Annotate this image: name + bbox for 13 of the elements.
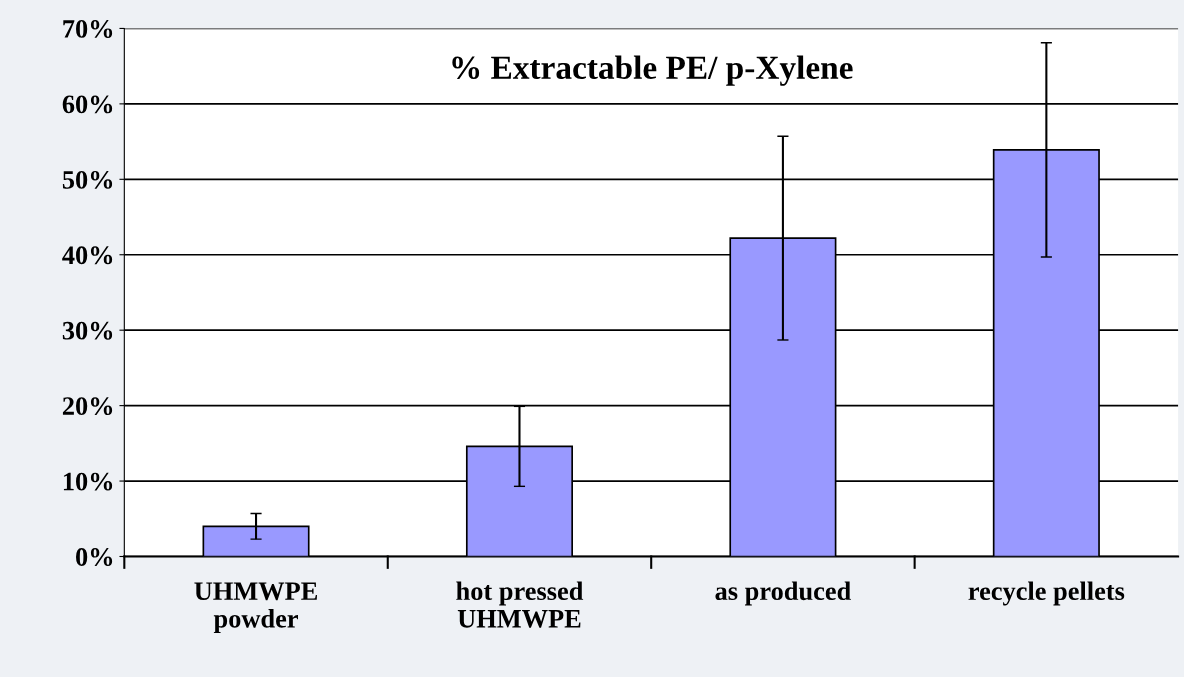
x-tick-label: hot pressed UHMWPE xyxy=(456,581,584,628)
y-tick-label: 0% xyxy=(76,548,113,566)
x-tick-label: as produced xyxy=(715,581,851,606)
y-tick-label: 30% xyxy=(62,321,113,340)
y-tick-label: 10% xyxy=(63,472,113,491)
text: % Extractable PE/ p-Xylene xyxy=(452,55,853,86)
x-tick-label: UHMWPE powder xyxy=(194,582,317,634)
y-tick-label: 20% xyxy=(62,397,113,416)
y-tick-label: 40% xyxy=(62,246,113,265)
y-tick-label: 70% xyxy=(63,20,113,38)
y-tick-label: 60% xyxy=(62,95,113,114)
y-tick-label: 50% xyxy=(62,170,113,189)
x-tick-label: recycle pellets xyxy=(968,581,1125,606)
